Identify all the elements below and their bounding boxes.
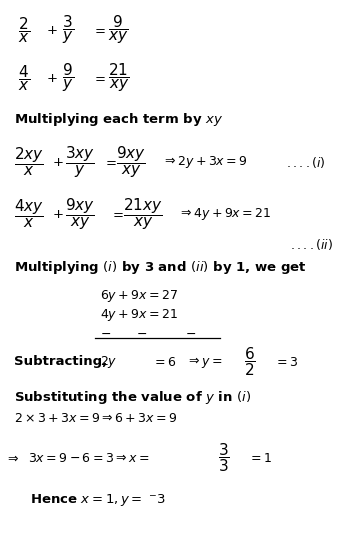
Text: Multiplying each term by $xy$: Multiplying each term by $xy$: [14, 112, 223, 129]
Text: $=$: $=$: [92, 24, 106, 36]
Text: $=$: $=$: [92, 72, 106, 85]
Text: $\dfrac{3}{3}$: $\dfrac{3}{3}$: [218, 442, 230, 475]
Text: $+$: $+$: [46, 72, 58, 85]
Text: Substituting the value of $y$ in $(i)$: Substituting the value of $y$ in $(i)$: [14, 389, 251, 406]
Text: $\Rightarrow y =$: $\Rightarrow y =$: [186, 355, 223, 370]
Text: $\dfrac{21}{xy}$: $\dfrac{21}{xy}$: [108, 62, 130, 95]
Text: Hence $x = 1, y =\,^-\!3$: Hence $x = 1, y =\,^-\!3$: [30, 492, 166, 508]
Text: $\dfrac{9xy}{xy}$: $\dfrac{9xy}{xy}$: [65, 196, 95, 232]
Text: $....(ii)$: $....(ii)$: [290, 238, 333, 252]
Text: $+$: $+$: [46, 24, 58, 36]
Text: $\dfrac{21xy}{xy}$: $\dfrac{21xy}{xy}$: [123, 196, 163, 232]
Text: Subtracting,: Subtracting,: [14, 355, 107, 368]
Text: $\Rightarrow 2y+3x=9$: $\Rightarrow 2y+3x=9$: [162, 154, 248, 170]
Text: $6y + 9x = 27$: $6y + 9x = 27$: [100, 288, 178, 304]
Text: $4y + 9x = 21$: $4y + 9x = 21$: [100, 307, 178, 323]
Text: $\dfrac{9xy}{xy}$: $\dfrac{9xy}{xy}$: [116, 144, 146, 180]
Text: $-$: $-$: [185, 327, 196, 339]
Text: $\Rightarrow$: $\Rightarrow$: [5, 452, 19, 465]
Text: $\dfrac{4}{x}$: $\dfrac{4}{x}$: [18, 63, 30, 93]
Text: $= 1$: $= 1$: [248, 452, 272, 465]
Text: $\dfrac{3}{y}$: $\dfrac{3}{y}$: [62, 14, 74, 46]
Text: $= 6$: $= 6$: [152, 355, 176, 368]
Text: $2 \times 3 + 3x = 9 \Rightarrow 6 + 3x = 9$: $2 \times 3 + 3x = 9 \Rightarrow 6 + 3x …: [14, 411, 177, 425]
Text: $+$: $+$: [52, 156, 64, 168]
Text: $=$: $=$: [103, 156, 117, 168]
Text: $2y$: $2y$: [100, 354, 118, 370]
Text: $\Rightarrow 4y+9x=21$: $\Rightarrow 4y+9x=21$: [178, 206, 272, 222]
Text: $-$: $-$: [100, 327, 111, 339]
Text: $= 3$: $= 3$: [274, 355, 298, 368]
Text: $=$: $=$: [110, 207, 124, 221]
Text: $\dfrac{4xy}{x}$: $\dfrac{4xy}{x}$: [14, 197, 44, 230]
Text: Multiplying $(i)$ by 3 and $(ii)$ by 1, we get: Multiplying $(i)$ by 3 and $(ii)$ by 1, …: [14, 260, 307, 277]
Text: $....(i)$: $....(i)$: [286, 155, 326, 169]
Text: $\dfrac{2xy}{x}$: $\dfrac{2xy}{x}$: [14, 146, 44, 178]
Text: $\dfrac{3xy}{y}$: $\dfrac{3xy}{y}$: [65, 144, 95, 180]
Text: $\dfrac{6}{2}$: $\dfrac{6}{2}$: [244, 345, 256, 378]
Text: $\dfrac{9}{xy}$: $\dfrac{9}{xy}$: [108, 14, 128, 46]
Text: $\dfrac{2}{x}$: $\dfrac{2}{x}$: [18, 15, 30, 45]
Text: $\dfrac{9}{y}$: $\dfrac{9}{y}$: [62, 62, 74, 95]
Text: $+$: $+$: [52, 207, 64, 221]
Text: $3x = 9 - 6 = 3 \Rightarrow x =$: $3x = 9 - 6 = 3 \Rightarrow x =$: [28, 452, 150, 465]
Text: $-$: $-$: [136, 327, 147, 339]
